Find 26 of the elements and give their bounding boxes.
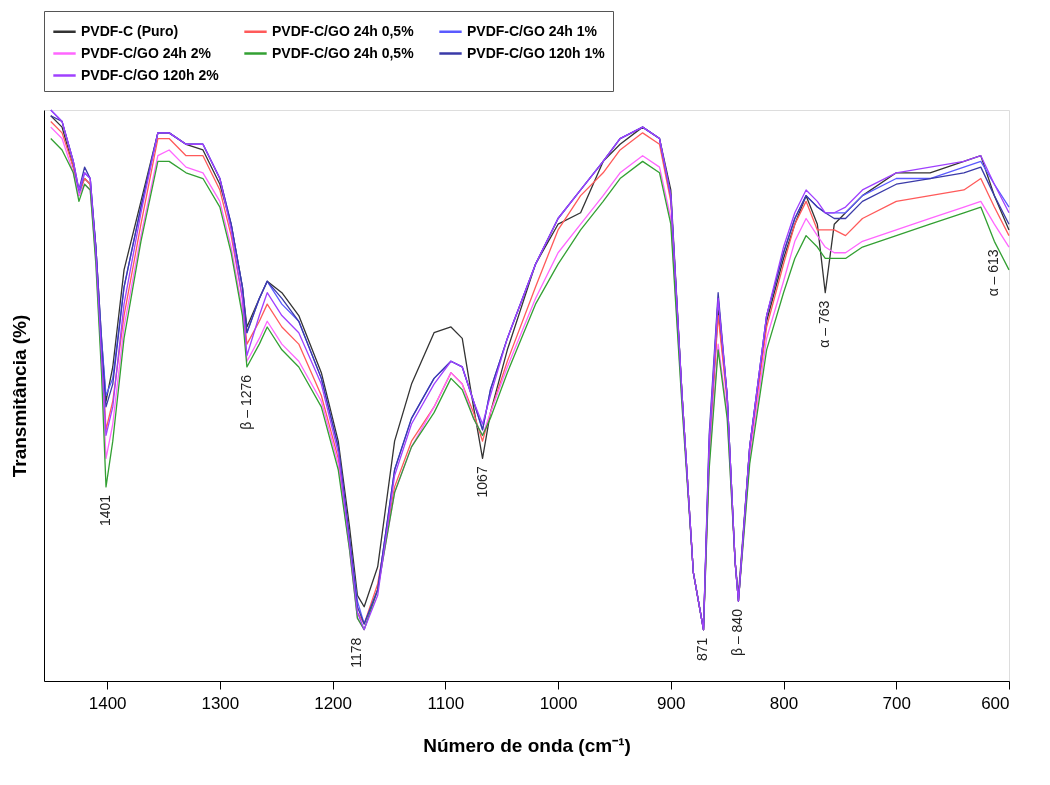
x-tick-label: 700 — [882, 693, 911, 713]
x-tick-label: 900 — [657, 693, 686, 713]
annotation: 1401 — [97, 494, 113, 527]
legend-label: PVDF-C/GO 24h 2% — [81, 44, 212, 61]
legend-label: PVDF-C/GO 120h 2% — [81, 66, 220, 83]
legend-label: PVDF-C/GO 120h 1% — [467, 44, 606, 61]
x-tick-label: 800 — [769, 693, 799, 713]
legend-label: PVDF-C/GO 24h 0,5% — [272, 44, 415, 61]
annotation: 1067 — [473, 466, 490, 498]
annotation: α – 763 — [816, 300, 833, 348]
legend-label: PVDF-C/GO 24h 0,5% — [272, 22, 415, 39]
x-axis-title: Número de onda (cm⁻¹) — [423, 734, 631, 756]
x-tick-label: 1300 — [201, 693, 240, 713]
x-tick-label: 1100 — [427, 693, 465, 713]
annotation: 1178 — [348, 637, 365, 668]
y-axis-title: Transmitância (%) — [8, 314, 30, 478]
x-tick-label: 1200 — [314, 693, 353, 713]
legend-label: PVDF-C (Puro) — [81, 22, 179, 39]
x-tick-label: 1400 — [88, 693, 127, 713]
x-tick-label: 600 — [981, 693, 1010, 713]
annotation: β – 1276 — [237, 374, 254, 430]
x-tick-label: 1000 — [539, 693, 578, 713]
annotation: 871 — [694, 637, 711, 661]
annotation: α – 613 — [985, 249, 1002, 297]
legend-label: PVDF-C/GO 24h 1% — [467, 22, 598, 39]
annotation: β – 840 — [729, 608, 746, 657]
